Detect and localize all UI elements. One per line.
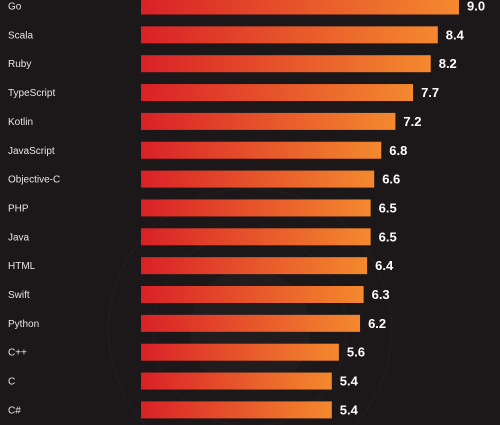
bar xyxy=(141,170,375,188)
bar xyxy=(141,0,459,15)
category-label: Python xyxy=(8,319,39,330)
value-label: 5.4 xyxy=(340,402,359,417)
value-label: 6.8 xyxy=(389,143,407,158)
bar xyxy=(141,343,339,361)
category-label: Ruby xyxy=(8,59,31,70)
value-label: 6.3 xyxy=(372,287,390,302)
category-label: JavaScript xyxy=(8,146,55,157)
category-label: Kotlin xyxy=(8,117,33,128)
category-label: C++ xyxy=(8,348,27,359)
value-label: 5.6 xyxy=(347,345,365,360)
value-label: 8.4 xyxy=(446,27,465,42)
bar xyxy=(141,401,332,419)
value-label: 6.4 xyxy=(375,258,394,273)
value-label: 8.2 xyxy=(439,56,457,71)
bar xyxy=(141,112,396,130)
category-label: Scala xyxy=(8,30,33,41)
bar xyxy=(141,26,438,44)
category-label: TypeScript xyxy=(8,88,55,99)
value-label: 7.7 xyxy=(421,85,439,100)
category-label: Swift xyxy=(8,290,30,301)
bar xyxy=(141,84,414,102)
bar xyxy=(141,55,431,73)
category-label: Go xyxy=(8,2,22,13)
bar xyxy=(141,199,371,217)
bar xyxy=(141,141,382,159)
bar xyxy=(141,372,332,390)
category-label: C xyxy=(8,377,15,388)
bar xyxy=(141,286,364,303)
category-label: PHP xyxy=(8,203,29,214)
category-label: C# xyxy=(8,405,21,416)
value-label: 6.2 xyxy=(368,316,386,331)
bar xyxy=(141,228,371,246)
value-label: 6.6 xyxy=(382,172,400,187)
category-label: Java xyxy=(8,232,30,243)
category-label: HTML xyxy=(8,261,36,272)
category-label: Objective-C xyxy=(8,175,60,186)
value-label: 7.2 xyxy=(403,114,421,129)
value-label: 5.4 xyxy=(340,374,359,389)
value-label: 6.5 xyxy=(379,200,397,215)
value-label: 9.0 xyxy=(467,0,485,14)
bar xyxy=(141,314,361,332)
value-label: 6.5 xyxy=(379,229,397,244)
bar xyxy=(141,257,368,275)
